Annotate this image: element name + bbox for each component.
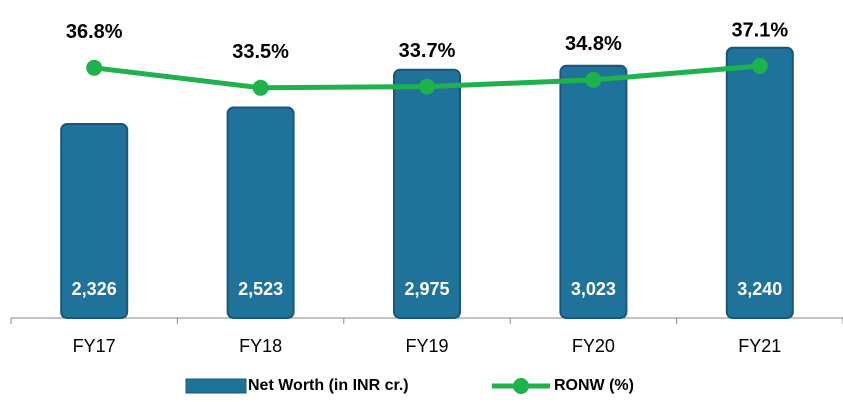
bar-value-label: 2,975: [404, 279, 449, 299]
bar-value-label: 3,240: [737, 279, 782, 299]
line-point: [585, 71, 602, 88]
bar: [226, 106, 295, 319]
bar: [393, 68, 461, 319]
x-tick-label: FY21: [738, 336, 781, 356]
legend-marker: [513, 378, 529, 394]
x-tick-label: FY19: [405, 336, 448, 356]
bar-value-label: 2,326: [72, 279, 117, 299]
line-point: [751, 57, 768, 74]
x-tick-label: FY18: [239, 336, 282, 356]
bar-value-label: 2,523: [238, 279, 283, 299]
legend-swatch: [185, 378, 247, 394]
line-point: [86, 59, 103, 76]
line-value-label: 36.8%: [66, 21, 123, 43]
legend-label: RONW (%): [554, 377, 634, 394]
line-point: [419, 78, 435, 95]
line-value-label: 33.5%: [232, 41, 289, 63]
line-value-label: 34.8%: [565, 33, 622, 55]
legend-label: Net Worth (in INR cr.): [248, 377, 409, 394]
line-value-label: 37.1%: [731, 19, 788, 41]
bar: [559, 64, 628, 319]
x-tick-label: FY17: [73, 336, 116, 356]
bar: [725, 46, 794, 319]
bar-value-label: 3,023: [571, 279, 616, 299]
line-point: [252, 79, 269, 96]
bar: [60, 122, 129, 319]
line-value-label: 33.7%: [399, 40, 456, 62]
x-tick-label: FY20: [572, 336, 615, 356]
